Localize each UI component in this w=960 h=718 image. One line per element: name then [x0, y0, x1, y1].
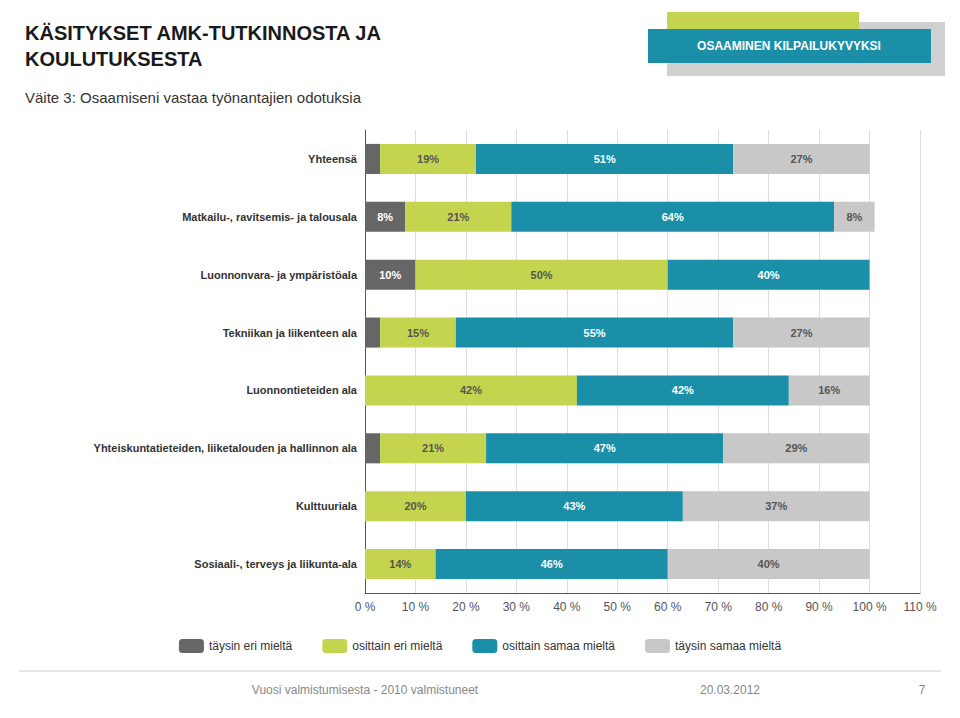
svg-text:29%: 29% [785, 442, 807, 454]
svg-text:51%: 51% [594, 153, 616, 165]
svg-text:90 %: 90 % [805, 600, 833, 614]
svg-text:37%: 37% [765, 500, 787, 512]
svg-text:64%: 64% [662, 211, 684, 223]
svg-text:KOULUTUKSESTA: KOULUTUKSESTA [25, 48, 202, 70]
svg-text:Luonnonvara- ja ympäristöala: Luonnonvara- ja ympäristöala [201, 269, 358, 281]
svg-text:43%: 43% [563, 500, 585, 512]
svg-text:10 %: 10 % [402, 600, 430, 614]
svg-text:27%: 27% [790, 153, 812, 165]
svg-text:täysin eri mieltä: täysin eri mieltä [209, 639, 293, 653]
svg-text:osittain eri mieltä: osittain eri mieltä [352, 639, 442, 653]
svg-text:40%: 40% [758, 558, 780, 570]
svg-text:100 %: 100 % [853, 600, 887, 614]
svg-text:40%: 40% [758, 269, 780, 281]
svg-text:0 %: 0 % [355, 600, 376, 614]
svg-text:21%: 21% [447, 211, 469, 223]
svg-text:110 %: 110 % [903, 600, 936, 614]
svg-text:täysin samaa mieltä: täysin samaa mieltä [675, 639, 781, 653]
svg-text:21%: 21% [422, 442, 444, 454]
svg-text:19%: 19% [417, 153, 439, 165]
svg-text:80 %: 80 % [755, 600, 783, 614]
svg-text:Yhteensä: Yhteensä [308, 153, 358, 165]
svg-text:Väite 3: Osaamiseni vastaa työ: Väite 3: Osaamiseni vastaa työnantajien … [25, 89, 362, 106]
svg-text:15%: 15% [407, 327, 429, 339]
svg-text:20%: 20% [404, 500, 426, 512]
svg-text:osittain samaa mieltä: osittain samaa mieltä [502, 639, 615, 653]
svg-text:16%: 16% [818, 384, 840, 396]
svg-text:14%: 14% [389, 558, 411, 570]
svg-text:70 %: 70 % [705, 600, 733, 614]
svg-text:Vuosi valmistumisesta - 2010 v: Vuosi valmistumisesta - 2010 valmistunee… [252, 683, 479, 697]
svg-text:47%: 47% [594, 442, 616, 454]
svg-text:50%: 50% [531, 269, 553, 281]
svg-text:20.03.2012: 20.03.2012 [700, 683, 760, 697]
svg-text:10%: 10% [379, 269, 401, 281]
svg-text:OSAAMINEN KILPAILUKYVYKSI: OSAAMINEN KILPAILUKYVYKSI [697, 39, 881, 53]
svg-text:50 %: 50 % [604, 600, 632, 614]
svg-text:8%: 8% [377, 211, 393, 223]
svg-text:40 %: 40 % [553, 600, 581, 614]
svg-text:Tekniikan ja liikenteen ala: Tekniikan ja liikenteen ala [223, 327, 358, 339]
svg-text:30 %: 30 % [503, 600, 531, 614]
svg-text:Kulttuuriala: Kulttuuriala [296, 500, 358, 512]
svg-text:55%: 55% [584, 327, 606, 339]
svg-text:20 %: 20 % [452, 600, 480, 614]
svg-text:Matkailu-, ravitsemis- ja talo: Matkailu-, ravitsemis- ja talousala [182, 211, 358, 223]
svg-text:27%: 27% [790, 327, 812, 339]
svg-text:8%: 8% [846, 211, 862, 223]
svg-text:Luonnontieteiden ala: Luonnontieteiden ala [246, 384, 357, 396]
svg-text:Sosiaali-, terveys ja liikunta: Sosiaali-, terveys ja liikunta-ala [194, 558, 358, 570]
svg-text:KÄSITYKSET AMK-TUTKINNOSTA JA: KÄSITYKSET AMK-TUTKINNOSTA JA [25, 22, 381, 44]
svg-text:46%: 46% [541, 558, 563, 570]
svg-text:42%: 42% [460, 384, 482, 396]
svg-text:42%: 42% [672, 384, 694, 396]
svg-text:Yhteiskuntatieteiden, liiketal: Yhteiskuntatieteiden, liiketalouden ja h… [94, 442, 358, 454]
svg-text:7: 7 [919, 683, 926, 697]
svg-text:60 %: 60 % [654, 600, 682, 614]
